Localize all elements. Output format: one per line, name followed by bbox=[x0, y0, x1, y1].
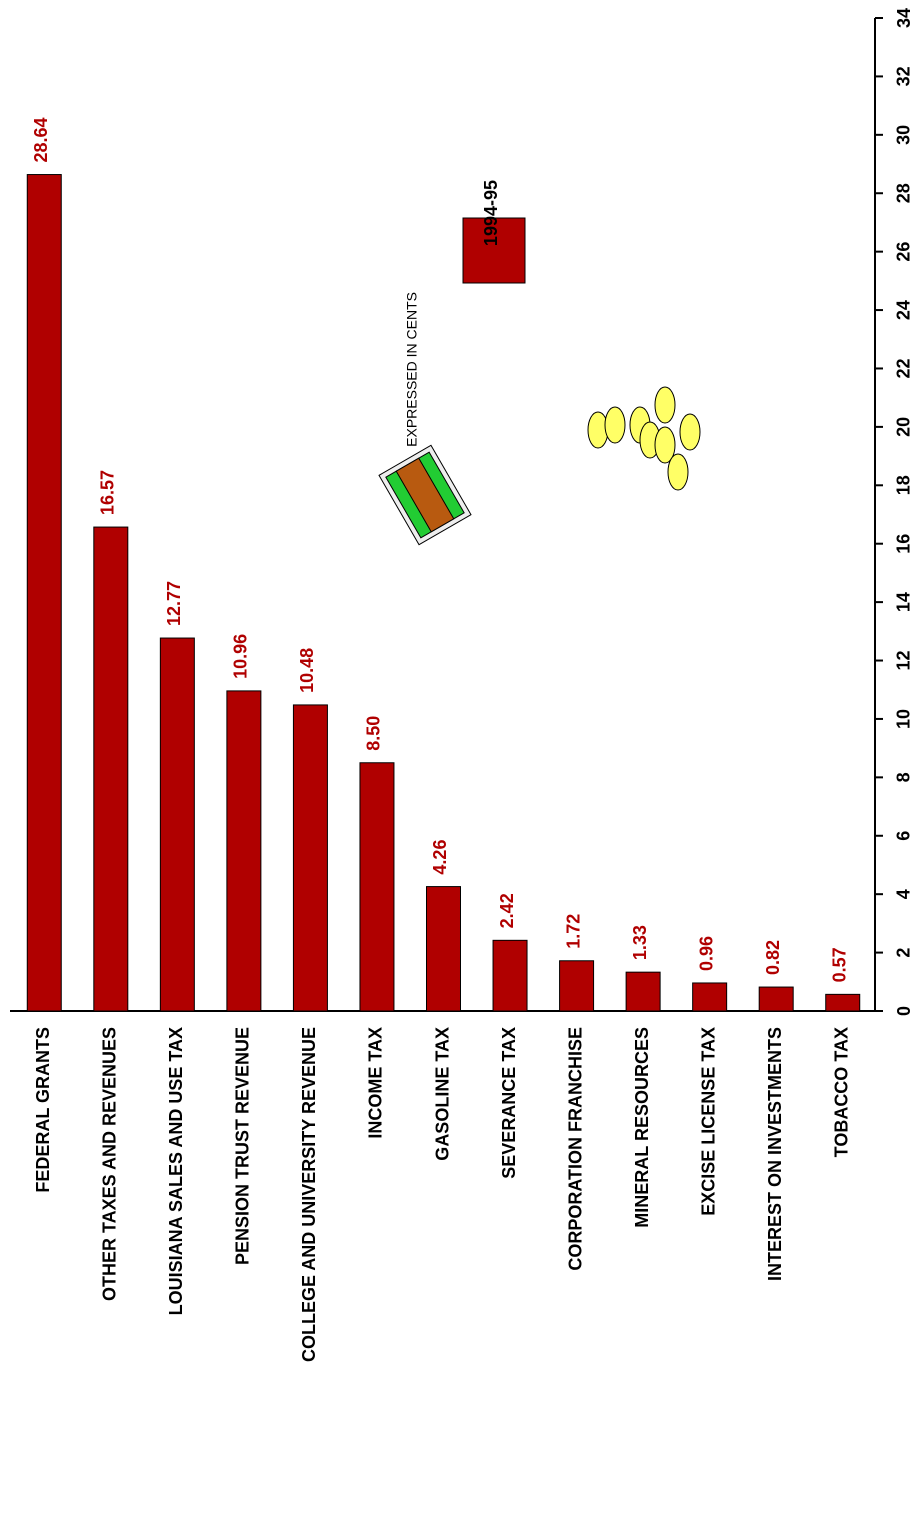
y-tick-label: 32 bbox=[894, 66, 914, 86]
bar bbox=[758, 986, 794, 1012]
value-label: 10.48 bbox=[297, 648, 317, 693]
legend-label: 1994-95 bbox=[481, 180, 501, 246]
y-tick-label: 0 bbox=[894, 1006, 914, 1016]
y-tick-label: 16 bbox=[894, 534, 914, 554]
x-tick-label: FEDERAL GRANTS bbox=[33, 1027, 53, 1193]
value-label: 1.33 bbox=[630, 925, 650, 960]
value-label: 1.72 bbox=[563, 914, 583, 949]
bar bbox=[825, 993, 861, 1012]
x-tick-label: COLLEGE AND UNIVERSITY REVENUE bbox=[299, 1027, 319, 1362]
x-tick-label: MINERAL RESOURCES bbox=[632, 1027, 652, 1228]
value-label: 0.57 bbox=[829, 947, 849, 982]
bar bbox=[93, 526, 129, 1012]
value-label: 8.50 bbox=[364, 716, 384, 751]
bar bbox=[559, 960, 595, 1012]
y-tick-label: 18 bbox=[894, 475, 914, 495]
value-label: 0.96 bbox=[696, 936, 716, 971]
x-tick-label: OTHER TAXES AND REVENUES bbox=[100, 1027, 120, 1301]
x-tick-label: EXCISE LICENSE TAX bbox=[698, 1027, 718, 1216]
value-label: 4.26 bbox=[430, 840, 450, 875]
y-tick-label: 26 bbox=[894, 242, 914, 262]
bar bbox=[26, 174, 62, 1012]
x-tick-label: SEVERANCE TAX bbox=[499, 1027, 519, 1179]
y-tick-label: 20 bbox=[894, 417, 914, 437]
y-tick-label: 22 bbox=[894, 358, 914, 378]
y-tick-label: 2 bbox=[894, 948, 914, 958]
y-tick-label: 4 bbox=[894, 889, 914, 899]
value-label: 28.64 bbox=[31, 117, 51, 162]
value-label: 0.82 bbox=[763, 940, 783, 975]
y-tick-label: 10 bbox=[894, 709, 914, 729]
y-tick-label: 24 bbox=[894, 300, 914, 320]
x-tick-label: LOUISIANA SALES AND USE TAX bbox=[166, 1027, 186, 1315]
x-tick-label: TOBACCO TAX bbox=[831, 1027, 851, 1157]
y-tick-label: 6 bbox=[894, 831, 914, 841]
x-tick-label: GASOLINE TAX bbox=[432, 1027, 452, 1161]
x-tick-label: INTEREST ON INVESTMENTS bbox=[765, 1027, 785, 1281]
value-label: 2.42 bbox=[497, 893, 517, 928]
y-tick-label: 8 bbox=[894, 772, 914, 782]
bar bbox=[625, 971, 661, 1012]
bar bbox=[426, 886, 461, 1012]
x-tick-label: CORPORATION FRANCHISE bbox=[565, 1027, 585, 1271]
bar bbox=[692, 982, 728, 1012]
y-tick-label: 34 bbox=[894, 8, 914, 28]
x-tick-label: INCOME TAX bbox=[366, 1027, 386, 1139]
bar bbox=[226, 690, 262, 1012]
bar bbox=[492, 939, 528, 1012]
bar bbox=[292, 704, 328, 1012]
annotation: EXPRESSED IN CENTS bbox=[404, 292, 420, 447]
value-label: 12.77 bbox=[164, 581, 184, 626]
y-tick-label: 12 bbox=[894, 651, 914, 671]
decoration-money bbox=[378, 386, 701, 546]
y-tick-label: 30 bbox=[894, 125, 914, 145]
legend-swatch bbox=[462, 217, 526, 284]
value-label: 10.96 bbox=[231, 634, 251, 679]
y-tick-label: 28 bbox=[894, 183, 914, 203]
y-tick-label: 14 bbox=[894, 592, 914, 612]
value-label: 16.57 bbox=[98, 470, 118, 515]
bar bbox=[159, 637, 195, 1012]
x-tick-label: PENSION TRUST REVENUE bbox=[233, 1027, 253, 1265]
bar bbox=[359, 762, 395, 1012]
